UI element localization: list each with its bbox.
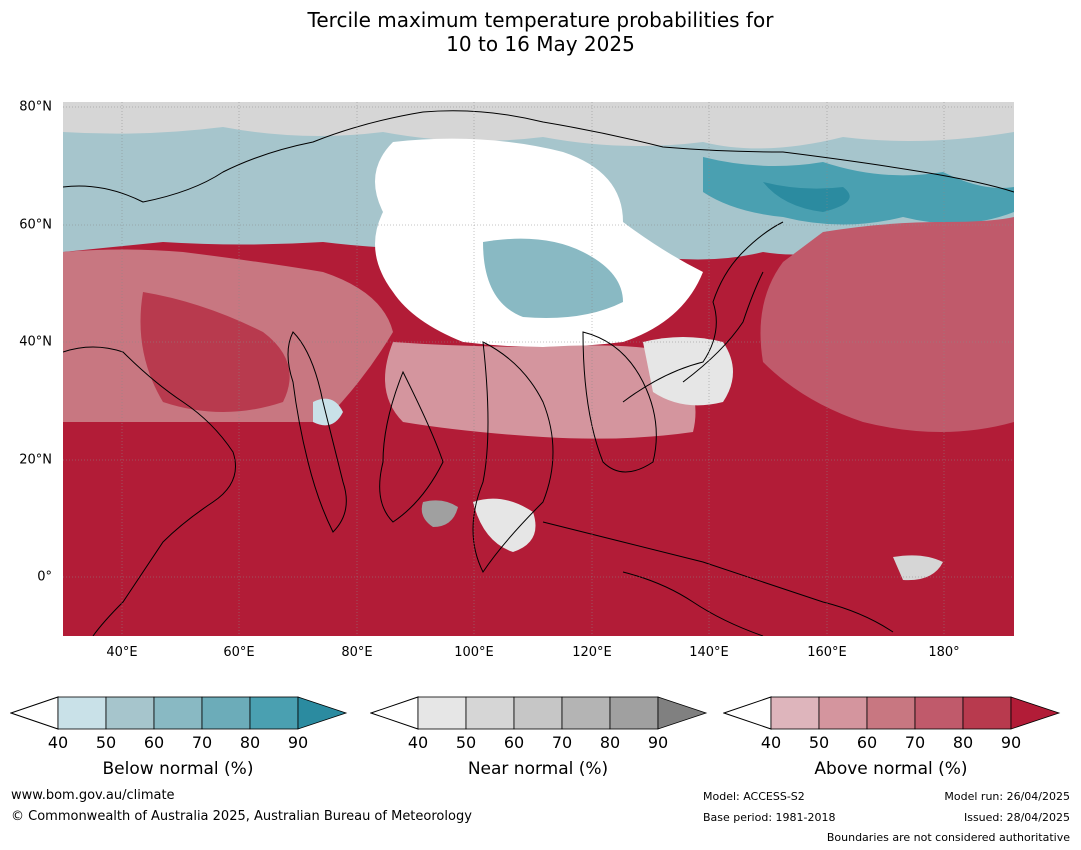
- map-canvas: [63, 102, 1014, 636]
- chart-title: Tercile maximum temperature probabilitie…: [0, 8, 1081, 56]
- colorbar-below-swatches: [57, 696, 348, 730]
- colorbar-below-title: Below normal (%): [102, 759, 254, 779]
- near-tick-60: 60: [503, 733, 525, 752]
- colorbar-above-swatches: [770, 696, 1061, 730]
- above-swatch-2: [818, 696, 868, 730]
- above-swatch-1: [770, 696, 820, 730]
- title-line-2: 10 to 16 May 2025: [446, 32, 635, 56]
- below-swatch-1: [57, 696, 107, 730]
- below-upper-extend: [297, 696, 348, 730]
- near-zone-arctic: [63, 102, 1014, 149]
- model-name: Model: ACCESS-S2: [703, 790, 805, 803]
- near-swatch-1: [417, 696, 467, 730]
- near-swatch-2: [465, 696, 515, 730]
- below-zone-tibet: [313, 398, 343, 426]
- model-run-date: Model run: 26/04/2025: [944, 790, 1070, 803]
- lat-label-40n: 40°N: [19, 334, 52, 350]
- above-swatch-3: [866, 696, 916, 730]
- below-tick-80: 80: [239, 733, 261, 752]
- below-tick-70: 70: [191, 733, 213, 752]
- coastlines: [63, 110, 1014, 636]
- lon-label-180: 180°: [928, 645, 960, 660]
- lon-label-120e: 120°E: [572, 645, 612, 660]
- lon-label-40e: 40°E: [106, 645, 138, 660]
- below-zone-core: [763, 182, 850, 212]
- near-zone-indochina: [473, 498, 536, 552]
- near-zone-japan: [643, 337, 733, 406]
- near-swatch-3: [513, 696, 563, 730]
- near-zone-bay-of-bengal: [421, 500, 458, 527]
- lat-label-60n: 60°N: [19, 217, 52, 233]
- colorbar-above-lower-extend: [723, 696, 772, 730]
- below-swatch-2: [105, 696, 155, 730]
- base-period: Base period: 1981-2018: [703, 811, 836, 824]
- above-tick-60: 60: [856, 733, 878, 752]
- above-swatch-4: [914, 696, 964, 730]
- boundaries-disclaimer: Boundaries are not considered authoritat…: [826, 831, 1070, 844]
- below-swatch-3: [153, 696, 203, 730]
- below-swatch-5: [249, 696, 299, 730]
- near-upper-extend: [657, 696, 708, 730]
- below-tick-50: 50: [95, 733, 117, 752]
- near-swatch-5: [609, 696, 659, 730]
- lon-label-60e: 60°E: [223, 645, 255, 660]
- near-tick-80: 80: [599, 733, 621, 752]
- above-tick-50: 50: [808, 733, 830, 752]
- colorbar-above: [723, 696, 1061, 730]
- lon-label-100e: 100°E: [454, 645, 494, 660]
- colorbar-above-title: Above normal (%): [814, 759, 968, 779]
- lat-label-20n: 20°N: [19, 452, 52, 468]
- above-upper-extend: [1010, 696, 1061, 730]
- colorbar-near: [370, 696, 708, 730]
- lat-label-80n: 80°N: [19, 99, 52, 115]
- near-tick-70: 70: [551, 733, 573, 752]
- colorbar-below-lower-extend: [10, 696, 59, 730]
- lon-label-140e: 140°E: [689, 645, 729, 660]
- above-zone-china: [385, 342, 696, 439]
- below-zone-mongolia: [483, 238, 623, 318]
- lon-label-160e: 160°E: [807, 645, 847, 660]
- above-zone-middle-east: [140, 292, 290, 412]
- below-swatch-4: [201, 696, 251, 730]
- graticule: [63, 102, 1014, 636]
- near-swatch-4: [561, 696, 611, 730]
- colorbar-near-swatches: [417, 696, 708, 730]
- near-tick-40: 40: [407, 733, 429, 752]
- near-tick-50: 50: [455, 733, 477, 752]
- near-tick-90: 90: [647, 733, 669, 752]
- above-tick-80: 80: [952, 733, 974, 752]
- below-tick-40: 40: [47, 733, 69, 752]
- near-zone-pacific: [893, 555, 943, 581]
- website-link[interactable]: www.bom.gov.au/climate: [11, 788, 175, 803]
- above-tick-70: 70: [904, 733, 926, 752]
- below-tick-60: 60: [143, 733, 165, 752]
- above-tick-40: 40: [760, 733, 782, 752]
- copyright-text: © Commonwealth of Australia 2025, Austra…: [11, 809, 472, 824]
- lon-label-80e: 80°E: [341, 645, 373, 660]
- above-swatch-5: [962, 696, 1012, 730]
- lat-label-0: 0°: [37, 569, 52, 585]
- above-zone-north-pacific: [760, 217, 1014, 432]
- issued-date: Issued: 28/04/2025: [963, 811, 1070, 824]
- probability-map: [63, 102, 1014, 636]
- title-line-1: Tercile maximum temperature probabilitie…: [307, 8, 774, 32]
- above-tick-90: 90: [1000, 733, 1022, 752]
- colorbar-near-lower-extend: [370, 696, 419, 730]
- colorbar-near-title: Near normal (%): [467, 759, 609, 779]
- below-tick-90: 90: [287, 733, 309, 752]
- colorbar-below: [10, 696, 348, 730]
